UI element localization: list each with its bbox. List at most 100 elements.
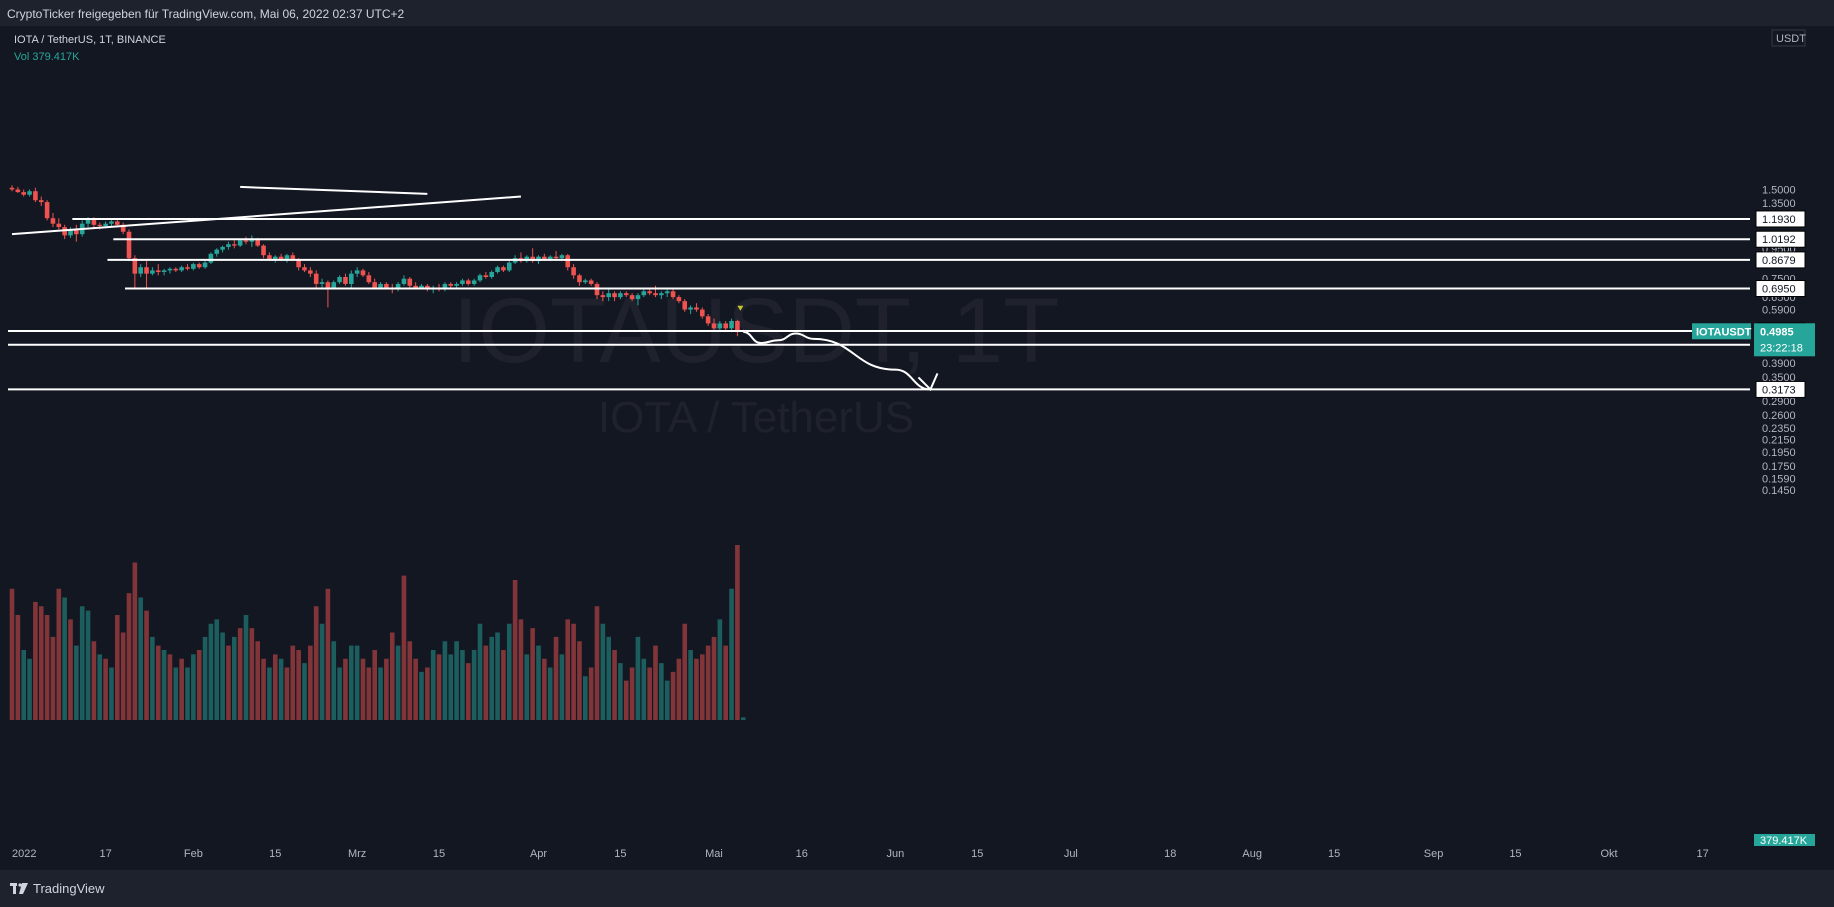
volume-bar [226,645,231,720]
candle-body [33,191,38,201]
candle-body [419,285,424,288]
candle-body [85,219,91,224]
volume-bar [378,667,383,720]
candle-body [226,244,231,247]
volume-bar [477,623,483,720]
volume-bar [161,650,167,720]
level-label-box [1755,210,1806,228]
candle-body [676,297,682,302]
price-axis[interactable]: 1.50001.35001.05000.95000.85000.75000.65… [1692,26,1834,847]
volume-bar [79,606,85,720]
candle-body [641,291,647,296]
volume-bar [506,623,512,720]
time-tick-label: 18 [1164,848,1176,860]
volume-bar [150,636,155,720]
volume-bar [185,667,190,720]
price-tick-label: 0.1450 [1762,485,1796,497]
candle-body [290,255,296,260]
candle-body [44,202,50,219]
symbol-legend[interactable]: IOTA / TetherUS, 1T, BINANCE [14,34,166,46]
candle-body [132,258,138,274]
candle-body [460,280,465,284]
volume-bar [471,650,477,720]
time-tick-label: 15 [269,848,281,860]
candle-body [56,223,62,228]
volume-bar [653,645,658,720]
publish-header: CryptoTicker freigegeben für TradingView… [0,0,1834,26]
volume-bar [337,667,342,720]
volume-bar [50,636,56,720]
candle-body [571,267,576,276]
volume-bar [325,588,331,720]
volume-bar [606,636,611,720]
candle-body [167,268,173,271]
candle-body [588,280,594,284]
candle-body [202,262,208,268]
volume-bar [483,645,489,720]
candle-body [15,189,21,193]
volume-bar [389,632,395,720]
candle-body [68,229,73,236]
candle-body [74,229,79,235]
volume-bar [38,606,44,720]
candle-body [214,249,220,254]
candle-body [343,276,348,284]
candle-body [109,221,114,224]
volume-bar [191,654,196,720]
volume-bar [196,650,202,720]
time-axis[interactable]: 2022 17 Feb 15 Mrz 15 Apr 15 Mai 16 Jun 15 Jul 18 Aug 1… [12,848,1709,860]
volume-bar [261,658,266,720]
volume-bar [319,623,325,720]
candle-body [629,295,635,300]
candle-body [623,293,629,296]
tradingview-logo[interactable]: TradingView [10,881,105,896]
volume-bar [62,597,67,720]
volume-bar [68,619,73,720]
price-tick-label: 0.1950 [1762,447,1796,459]
time-tick-label: 15 [1328,848,1340,860]
price-tick-label: 0.2150 [1762,435,1796,447]
candle-body [325,282,331,288]
volume-bar [419,671,424,720]
candle-body [337,276,342,283]
volume-bar [413,658,418,720]
last-price-value: 0.4985 [1760,326,1794,338]
time-tick-label: 17 [99,848,111,860]
price-tick-label: 0.2350 [1762,423,1796,435]
candle-body [372,282,377,288]
volume-bar [466,663,471,720]
volume-bar [495,632,500,720]
volume-bar [354,645,360,720]
time-tick-label: Mai [705,848,723,860]
volume-bar [360,658,366,720]
candle-body [50,218,56,224]
candle-body [635,295,641,300]
candle-body [694,307,699,310]
volume-bar [278,658,284,720]
volume-legend: Vol 379.417K [14,51,80,63]
volume-bar [15,615,21,720]
price-axis-bg [1752,26,1834,833]
candle-body [296,259,301,268]
volume-bar [74,645,79,720]
volume-bar [723,645,728,720]
candle-body [466,280,471,284]
volume-bar [120,632,126,720]
volume-bar [618,663,623,720]
candle-body [249,239,255,242]
level-label: 1.0192 [1762,234,1796,246]
candle-body [583,280,588,283]
candle-body [155,270,161,273]
volume-bar [272,654,278,720]
drawings[interactable] [8,185,1750,392]
candle-body [594,283,600,296]
level-label-box [1755,280,1806,298]
volume-bar [9,588,15,720]
volume-bar [115,615,120,720]
time-tick-label: Apr [530,848,547,860]
projection-arrowhead [917,373,939,392]
volume-bar [85,610,91,720]
volume-bar [155,645,161,720]
candle-body [243,240,249,242]
